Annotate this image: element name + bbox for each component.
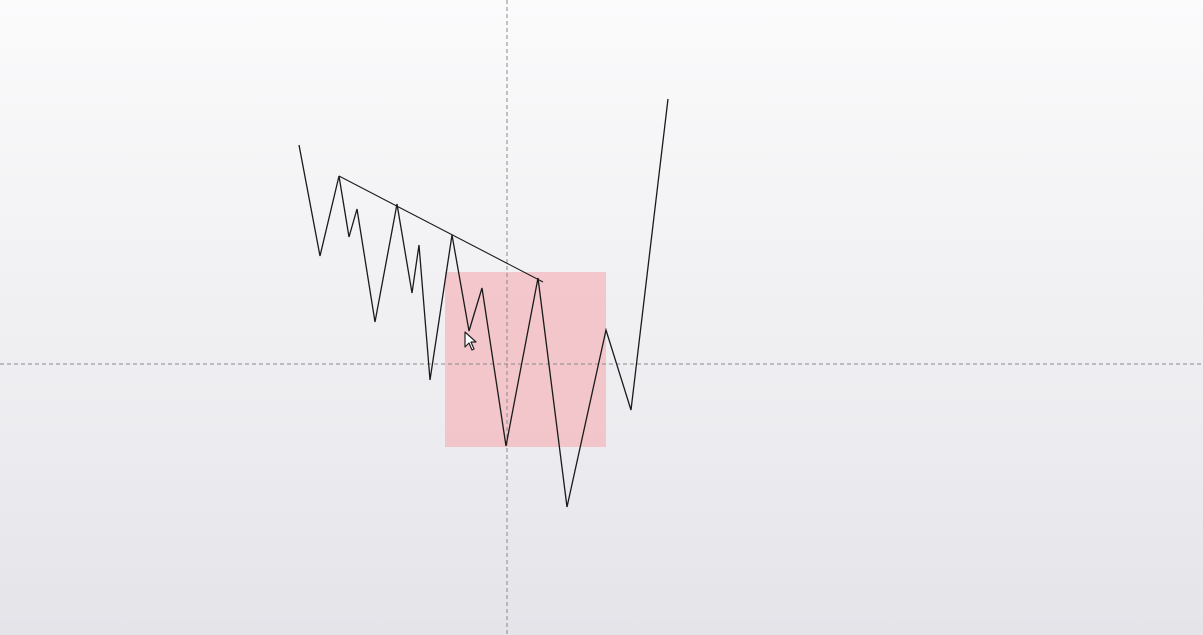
price-line[interactable]	[298, 98, 669, 508]
arrow-cursor-icon	[464, 331, 477, 351]
zone-rectangle[interactable]	[445, 272, 606, 447]
trend-line[interactable]	[338, 175, 544, 283]
